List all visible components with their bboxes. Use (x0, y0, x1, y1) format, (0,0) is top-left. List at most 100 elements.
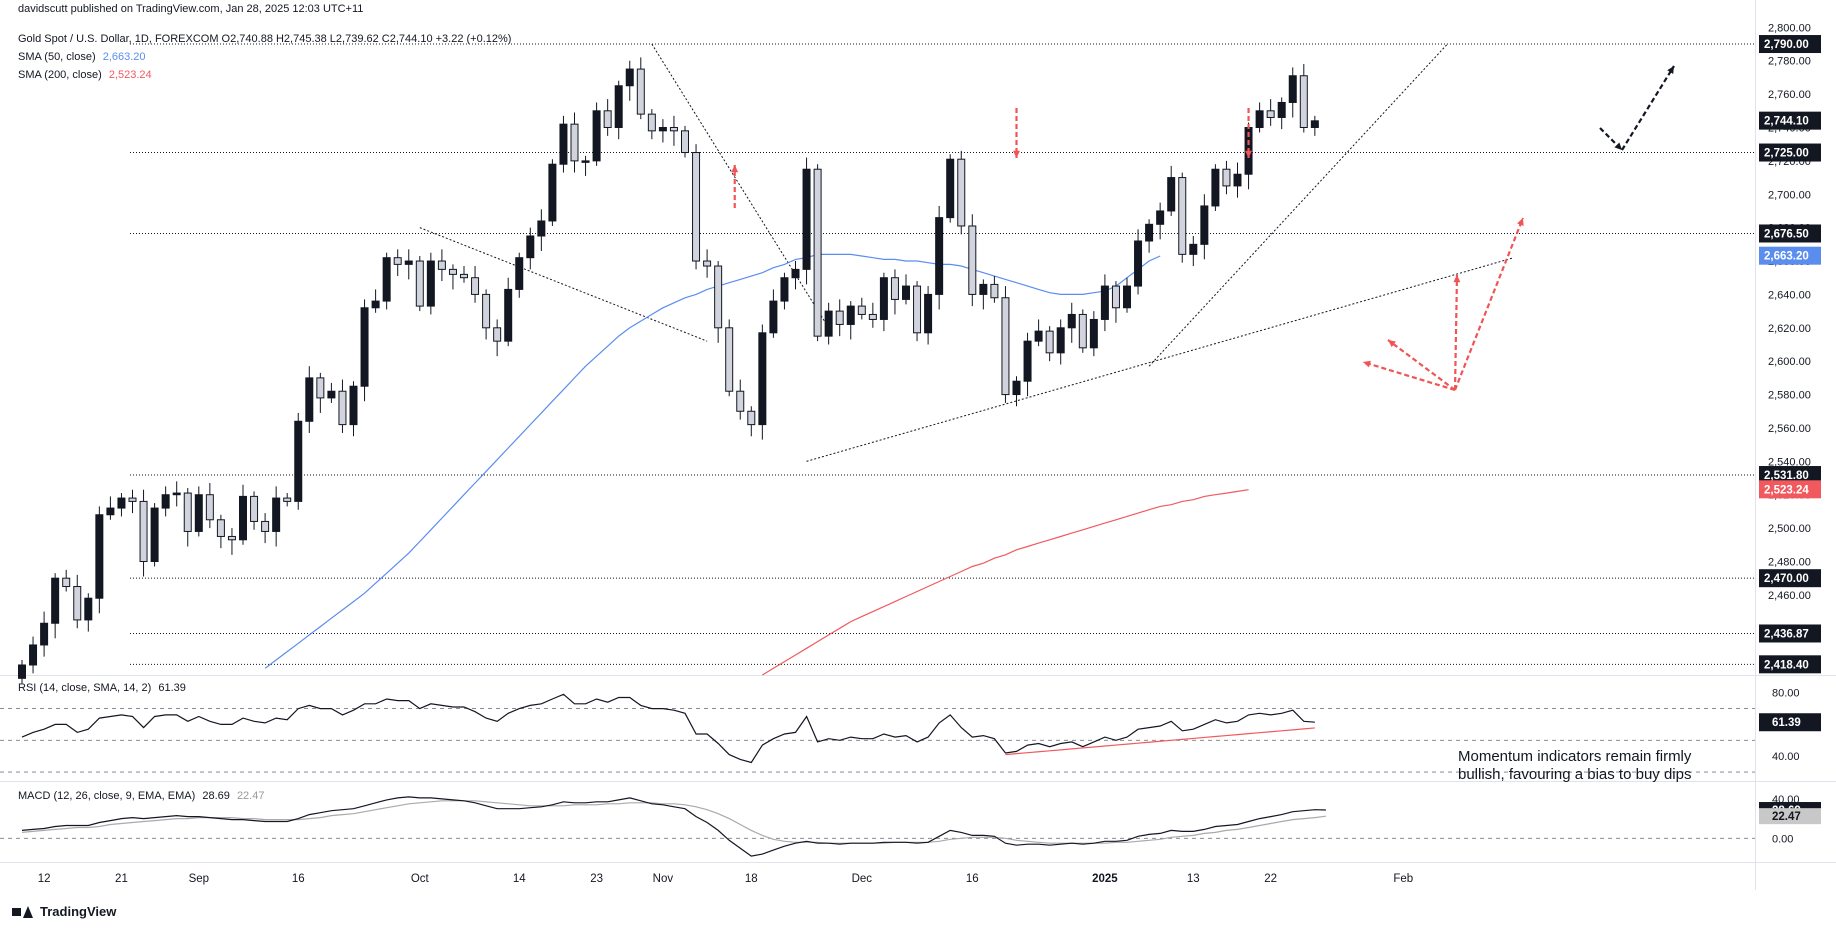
candle (360, 299, 369, 402)
candle-body (780, 277, 789, 302)
candle (1178, 172, 1187, 263)
rsi-signal-line (1005, 727, 1315, 756)
price-tag-text: 2,470.00 (1764, 573, 1809, 585)
candle (194, 486, 203, 537)
candle (548, 159, 557, 226)
candle-body (1111, 285, 1120, 309)
candle (261, 513, 270, 544)
candle (559, 115, 568, 173)
candle (471, 266, 480, 303)
signal-value-tag-bg (1759, 808, 1821, 825)
arrow-support-3 (1453, 274, 1461, 391)
time-tick-label: 14 (513, 873, 526, 885)
tradingview-watermark[interactable]: TradingView (12, 904, 116, 919)
momentum-annotation: Momentum indicators remain firmly bullis… (1458, 748, 1692, 783)
time-tick-label: 22 (1264, 873, 1277, 885)
price-tick-label: 2,480.00 (1768, 556, 1811, 568)
price-tag-text: 2,663.20 (1764, 251, 1809, 263)
candle (1255, 102, 1264, 133)
candle (51, 573, 60, 639)
price-tick-label: 2,700.00 (1768, 189, 1811, 201)
symbol-legend[interactable]: Gold Spot / U.S. Dollar, 1D, FOREXCOM O2… (18, 33, 511, 45)
candle (791, 261, 800, 290)
rsi-legend[interactable]: RSI (14, close, SMA, 14, 2) 61.39 (18, 682, 186, 694)
horizontal-levels (130, 43, 1755, 665)
candle-body (183, 492, 192, 532)
candle (448, 264, 457, 290)
macd-legend[interactable]: MACD (12, 26, close, 9, EMA, EMA) 28.69 … (18, 790, 264, 802)
candle (84, 593, 93, 632)
rsi-value: 61.39 (158, 682, 186, 694)
candle (1023, 332, 1032, 397)
candle-body (1056, 327, 1065, 354)
macd-label: MACD (12, 26, close, 9, EMA, EMA) (18, 790, 196, 802)
candle (647, 109, 656, 140)
arrow-support-4 (1453, 217, 1525, 391)
arrow-head (1614, 142, 1622, 150)
candle-body (448, 268, 457, 275)
price-tag-text: 2,531.80 (1764, 470, 1809, 482)
candle (802, 157, 811, 285)
last-price-tag: 2,744.10 (1759, 111, 1821, 130)
candle-body (106, 507, 115, 516)
price-tag-text: 2,523.24 (1764, 484, 1809, 496)
arrow-down-jan (1245, 108, 1253, 158)
candle-body (261, 520, 270, 532)
candle (493, 319, 502, 357)
price-tag-bg (1759, 569, 1821, 588)
candle (239, 484, 247, 545)
price-tick-label: 2,760.00 (1768, 89, 1811, 101)
sma50-legend[interactable]: SMA (50, close) 2,663.20 (18, 51, 146, 63)
candle-body (482, 293, 491, 329)
price-tag-bg (1759, 655, 1821, 674)
time-tick-label: 12 (38, 873, 51, 885)
rsi-label: RSI (14, close, SMA, 14, 2) (18, 682, 152, 694)
candle (1111, 281, 1120, 323)
candle (1012, 376, 1021, 407)
candle (537, 209, 546, 252)
candle-body (1277, 101, 1286, 118)
candle-body (150, 507, 159, 562)
candle (1045, 326, 1054, 362)
candle-body (625, 68, 634, 87)
candle (393, 249, 402, 277)
candle (879, 272, 888, 332)
rsi-tag-bg (1759, 713, 1821, 732)
price-tick-label: 2,640.00 (1768, 289, 1811, 301)
candle-body (73, 586, 82, 621)
candle-body (1145, 223, 1154, 242)
candle (1145, 219, 1154, 253)
candle-body (559, 123, 568, 165)
time-tick-label: Sep (189, 873, 209, 885)
candle-body (1156, 210, 1165, 225)
candle (216, 514, 225, 549)
candle-body (1089, 318, 1098, 349)
candle (18, 659, 26, 684)
candle (382, 252, 391, 310)
candle (1056, 319, 1065, 365)
candle-body (161, 494, 170, 509)
candle-body (990, 283, 999, 299)
candle-body (1123, 285, 1131, 309)
candle (117, 493, 126, 517)
rsi-line (21, 693, 1315, 764)
price-tag-text: 2,744.10 (1764, 116, 1809, 128)
candle (426, 252, 435, 315)
rsi-tag-text: 61.39 (1772, 717, 1801, 729)
candle (1156, 202, 1165, 240)
candle-body (1067, 313, 1076, 329)
candle (769, 289, 778, 338)
candle-body (1045, 330, 1054, 354)
sma200-legend[interactable]: SMA (200, close) 2,523.24 (18, 69, 152, 81)
arrow-head (1245, 150, 1253, 158)
candle-body (647, 113, 656, 132)
candle-body (239, 495, 247, 541)
time-axis: 12 21 Sep 16 Oct 14 23 Nov 18 Dec 16 2025 13 22 Feb (38, 873, 1413, 885)
candle (316, 372, 325, 413)
candle (128, 489, 137, 514)
candle-body (592, 110, 601, 162)
level-price-tag: 2,436.87 (1759, 624, 1821, 643)
candle-body (205, 494, 214, 521)
candle-body (1023, 340, 1032, 382)
